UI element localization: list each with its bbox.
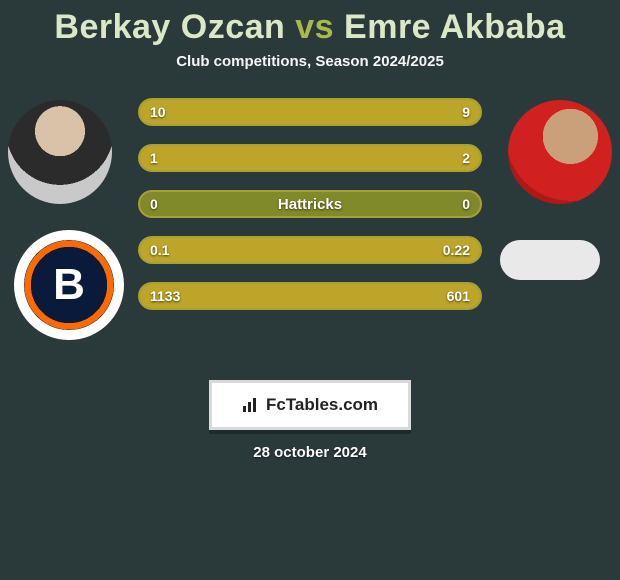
- player1-name: Berkay Ozcan: [54, 8, 285, 46]
- brand-text: FcTables.com: [266, 395, 378, 414]
- bar-right-value: 0.22: [443, 242, 470, 258]
- player1-avatar: [8, 100, 112, 204]
- page-title: Berkay Ozcan vs Emre Akbaba: [0, 0, 620, 47]
- player1-club-logo: B: [14, 230, 124, 340]
- date-text: 28 october 2024: [0, 444, 620, 461]
- stat-bars: 10Matches9 1Goals2 0 Hattricks 0 0.1Goals per…: [138, 98, 482, 328]
- player2-club-logo: [500, 240, 600, 280]
- bar-left-value: 0: [150, 196, 158, 212]
- subtitle: Club competitions, Season 2024/2025: [0, 53, 620, 70]
- stat-bar: 0.1Goals per match0.22: [138, 236, 482, 264]
- bar-left-value: 1133: [150, 288, 180, 304]
- bar-fill-left: [140, 100, 320, 124]
- bar-right-value: 9: [462, 104, 470, 120]
- chart-icon: [242, 397, 260, 413]
- stat-bar: 1133Min per goal601: [138, 282, 482, 310]
- bar-right-value: 0: [462, 196, 470, 212]
- player2-avatar: [508, 100, 612, 204]
- player2-name: Emre Akbaba: [344, 8, 566, 46]
- stat-bar: 0 Hattricks 0: [138, 190, 482, 218]
- stat-bar: 1Goals2: [138, 144, 482, 172]
- bar-fill-right: [320, 100, 480, 124]
- footer: FcTables.com 28 october 2024: [0, 380, 620, 461]
- bar-left-value: 10: [150, 104, 166, 120]
- vs-text: vs: [295, 8, 334, 46]
- player1-club-initial: B: [24, 240, 114, 330]
- comparison-arena: B 10Matches9 1Goals2 0 Hattricks 0 0.1Goals p…: [0, 90, 620, 370]
- bar-label: Hattricks: [278, 196, 342, 213]
- bar-right-value: 601: [447, 288, 470, 304]
- bar-left-value: 1: [150, 150, 158, 166]
- bar-right-value: 2: [462, 150, 470, 166]
- brand-box: FcTables.com: [209, 380, 411, 430]
- bar-fill-right: [252, 146, 480, 170]
- stat-bar: 10Matches9: [138, 98, 482, 126]
- bar-left-value: 0.1: [150, 242, 169, 258]
